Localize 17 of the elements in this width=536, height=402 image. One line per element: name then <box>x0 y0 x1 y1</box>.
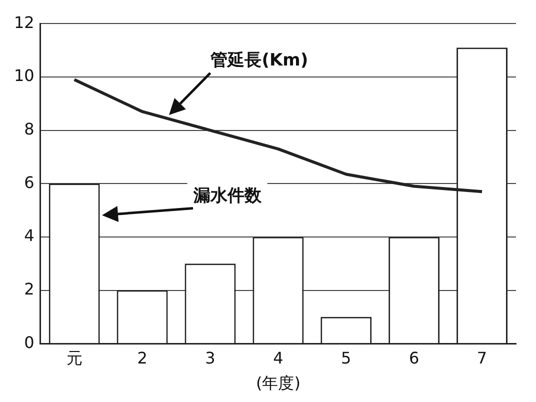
y-tick-label: 2 <box>24 279 34 298</box>
y-tick-label: 12 <box>14 12 34 32</box>
y-tick-label: 6 <box>24 172 34 192</box>
x-tick-label: 5 <box>341 348 352 368</box>
x-tick-label: 3 <box>205 348 216 368</box>
y-tick-label: 4 <box>24 226 34 246</box>
x-tick-label: 4 <box>273 348 284 368</box>
series-label: 漏水件数 <box>192 186 262 206</box>
y-tick-label: 0 <box>24 332 34 352</box>
x-tick-label: 2 <box>137 348 148 368</box>
x-tick-label: 7 <box>476 348 488 368</box>
x-tick-label: 6 <box>408 348 420 368</box>
x-tick-label: 元 <box>66 348 82 368</box>
x-axis-title: (年度) <box>256 374 300 393</box>
text: 管延長(Km) <box>210 50 308 70</box>
y-tick-label: 10 <box>14 66 34 86</box>
y-tick-label: 8 <box>24 119 34 138</box>
